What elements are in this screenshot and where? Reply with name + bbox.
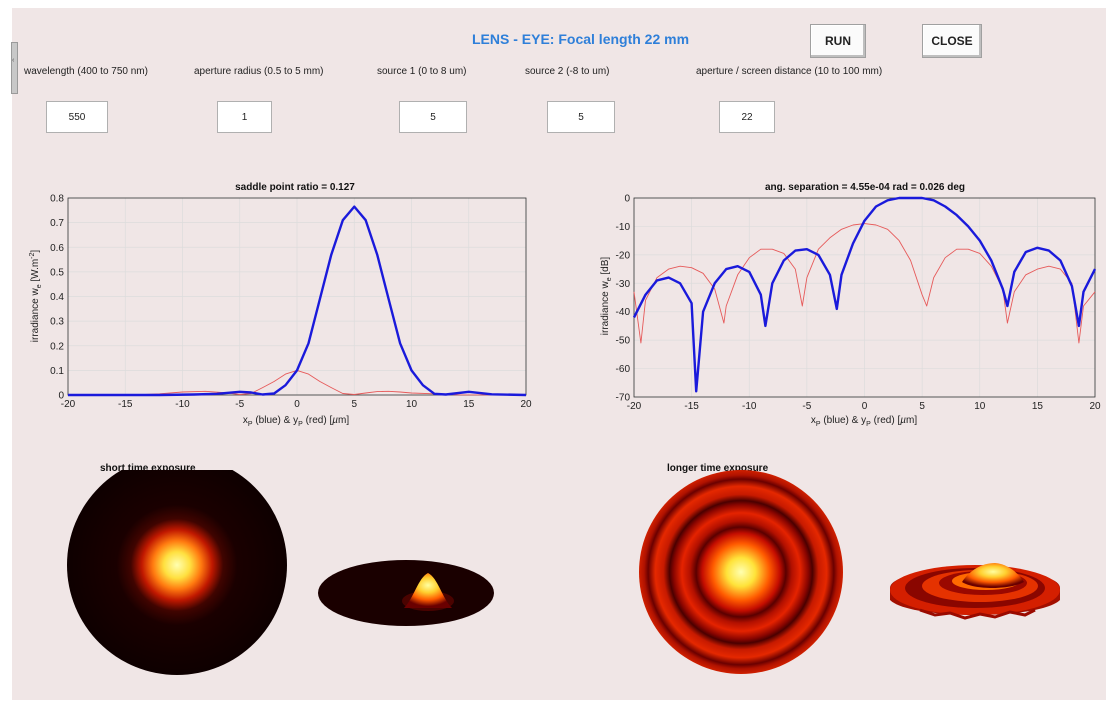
screen-distance-input[interactable]: 22 xyxy=(719,101,775,133)
chart-title: ang. separation = 4.55e-04 rad = 0.026 d… xyxy=(765,182,965,193)
x-tick-label: -10 xyxy=(742,401,757,412)
page-title: LENS - EYE: Focal length 22 mm xyxy=(472,31,690,47)
exposure-images xyxy=(67,470,1060,675)
y-tick-label: 0 xyxy=(58,391,64,402)
y-tick-label: 0.8 xyxy=(50,194,64,205)
chart-title: saddle point ratio = 0.127 xyxy=(235,182,355,193)
x-axis-label: xP (blue) & yP (red) [µm] xyxy=(811,415,917,428)
y-tick-label: 0.1 xyxy=(50,366,64,377)
plot-frame xyxy=(67,197,527,396)
y-tick-label: 0.6 xyxy=(50,243,64,254)
x-tick-label: 0 xyxy=(294,399,300,410)
blue-series-line xyxy=(68,205,527,397)
x-tick-label: -5 xyxy=(235,399,244,410)
x-tick-label: 10 xyxy=(406,399,418,410)
aperture-radius-label: aperture radius (0.5 to 5 mm) xyxy=(194,66,324,77)
y-tick-label: -40 xyxy=(616,307,631,318)
x-tick-label: 20 xyxy=(520,399,532,410)
x-tick-label: 15 xyxy=(1032,401,1044,412)
longer-exposure-disk xyxy=(639,470,843,674)
short-exposure-peak xyxy=(404,573,452,608)
screen-distance-label: aperture / screen distance (10 to 100 mm… xyxy=(696,66,883,77)
source1-input[interactable]: 5 xyxy=(399,101,467,133)
x-tick-label: 5 xyxy=(919,401,925,412)
x-tick-label: 15 xyxy=(463,399,475,410)
source2-label: source 2 (-8 to um) xyxy=(525,66,610,77)
irradiance-db-chart: ang. separation = 4.55e-04 rad = 0.026 d… xyxy=(600,182,1101,428)
y-tick-label: 0.4 xyxy=(50,292,64,303)
x-tick-label: -15 xyxy=(118,399,133,410)
y-tick-label: -10 xyxy=(616,222,631,233)
x-tick-label: 0 xyxy=(862,401,868,412)
blue-series-line xyxy=(632,196,1097,393)
y-tick-label: 0.5 xyxy=(50,267,64,278)
y-tick-label: -70 xyxy=(616,393,631,404)
short-exposure-disk xyxy=(67,470,287,675)
x-tick-label: -20 xyxy=(61,399,76,410)
red-series-line xyxy=(67,369,527,396)
y-axis-label: irradiance we [dB] xyxy=(600,257,613,336)
red-series-line xyxy=(633,223,1096,344)
longer-exposure-surface xyxy=(890,563,1060,620)
x-tick-label: -20 xyxy=(627,401,642,412)
run-button[interactable]: RUN xyxy=(810,24,866,58)
aperture-radius-input[interactable]: 1 xyxy=(217,101,272,133)
y-tick-label: -20 xyxy=(616,250,631,261)
y-tick-label: -30 xyxy=(616,279,631,290)
source2-input[interactable]: 5 xyxy=(547,101,615,133)
y-tick-label: -50 xyxy=(616,336,631,347)
short-exposure-surface xyxy=(318,560,494,626)
x-tick-label: -15 xyxy=(684,401,699,412)
y-tick-label: -60 xyxy=(616,364,631,375)
y-axis-label: irradiance we [W.m-2] xyxy=(29,250,43,343)
y-tick-label: 0.3 xyxy=(50,317,64,328)
y-tick-label: 0.7 xyxy=(50,218,64,229)
close-button[interactable]: CLOSE xyxy=(922,24,982,58)
source1-label: source 1 (0 to 8 um) xyxy=(377,66,467,77)
y-tick-label: 0.2 xyxy=(50,341,64,352)
x-tick-label: 5 xyxy=(351,399,357,410)
handle-arrow-icon: ‹ xyxy=(12,57,15,64)
wavelength-input[interactable]: 550 xyxy=(46,101,108,133)
side-panel-handle[interactable]: ‹ xyxy=(11,42,18,94)
longer-exposure-caption: longer time exposure xyxy=(667,463,769,474)
x-tick-label: 10 xyxy=(974,401,986,412)
x-tick-label: -5 xyxy=(802,401,811,412)
irradiance-linear-chart: saddle point ratio = 0.127 -20 -15 -10 -5 0 5… xyxy=(29,182,532,428)
y-tick-label: 0 xyxy=(624,194,630,205)
short-exposure-caption: short time exposure xyxy=(100,463,196,474)
x-axis-label: xP (blue) & yP (red) [µm] xyxy=(243,415,349,428)
x-tick-label: 20 xyxy=(1089,401,1101,412)
wavelength-label: wavelength (400 to 750 nm) xyxy=(24,66,148,77)
x-tick-label: -10 xyxy=(175,399,190,410)
plot-frame xyxy=(633,197,1096,398)
